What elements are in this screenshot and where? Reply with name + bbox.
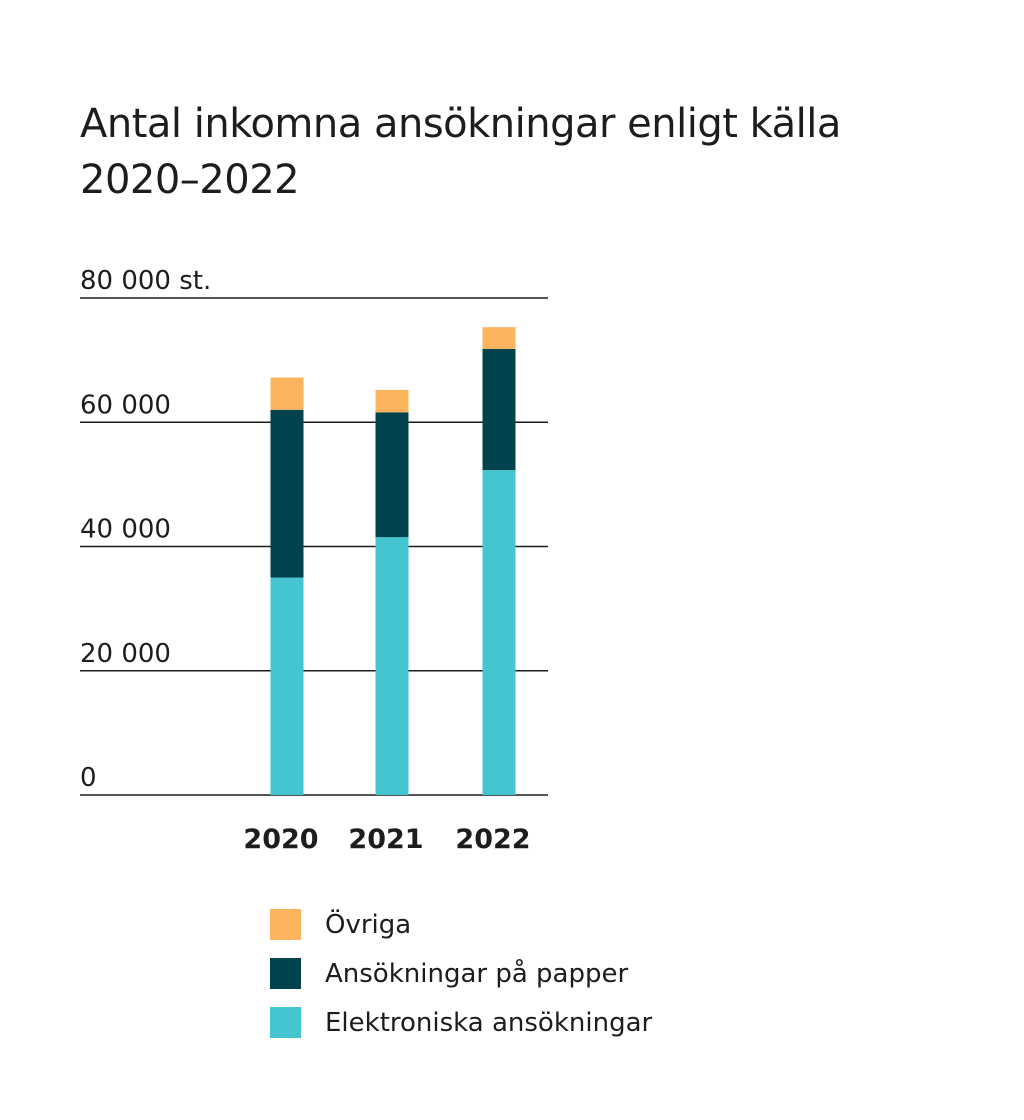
- bar-segment-2020-0: [270, 577, 304, 795]
- x-category-label: 2020: [243, 824, 318, 855]
- legend-label: Elektroniska ansökningar: [325, 1007, 653, 1038]
- legend-swatch: [270, 958, 301, 989]
- chart-title: Antal inkomna ansökningar enligt källa 2…: [80, 96, 940, 208]
- x-category-label: 2022: [455, 824, 530, 855]
- legend-item: Elektroniska ansökningar: [270, 998, 652, 1047]
- legend-label: Ansökningar på papper: [325, 958, 629, 989]
- y-tick-label: 40 000: [80, 515, 171, 545]
- y-tick-label: 80 000 st.: [80, 266, 211, 296]
- chart-title-line2: 2020–2022: [80, 157, 300, 203]
- bar-segment-2021-1: [375, 412, 409, 538]
- gridlines: [80, 297, 548, 796]
- bars: [270, 327, 516, 795]
- legend-swatch: [270, 909, 301, 940]
- bar-segment-2022-0: [482, 470, 516, 795]
- bar-segment-2022-2: [482, 327, 516, 349]
- bar-segment-2021-0: [375, 537, 409, 795]
- legend-item: Ansökningar på papper: [270, 949, 652, 998]
- chart-title-line1: Antal inkomna ansökningar enligt källa: [80, 101, 841, 147]
- legend-swatch: [270, 1007, 301, 1038]
- legend: Övriga Ansökningar på papper Elektroniska …: [270, 900, 652, 1047]
- y-tick-label: 20 000: [80, 639, 171, 669]
- bar-segment-2020-2: [270, 377, 304, 410]
- bar-segment-2022-1: [482, 348, 516, 471]
- legend-label: Övriga: [325, 909, 412, 940]
- axis-labels: 0 20 000 40 000 60 000 80 000 st. 2020 2021 202…: [80, 266, 531, 855]
- x-category-label: 2021: [348, 824, 423, 855]
- legend-item: Övriga: [270, 900, 652, 949]
- y-tick-label: 60 000: [80, 390, 171, 420]
- bar-segment-2021-2: [375, 389, 409, 413]
- y-tick-label: 0: [80, 763, 97, 793]
- bar-segment-2020-1: [270, 409, 304, 578]
